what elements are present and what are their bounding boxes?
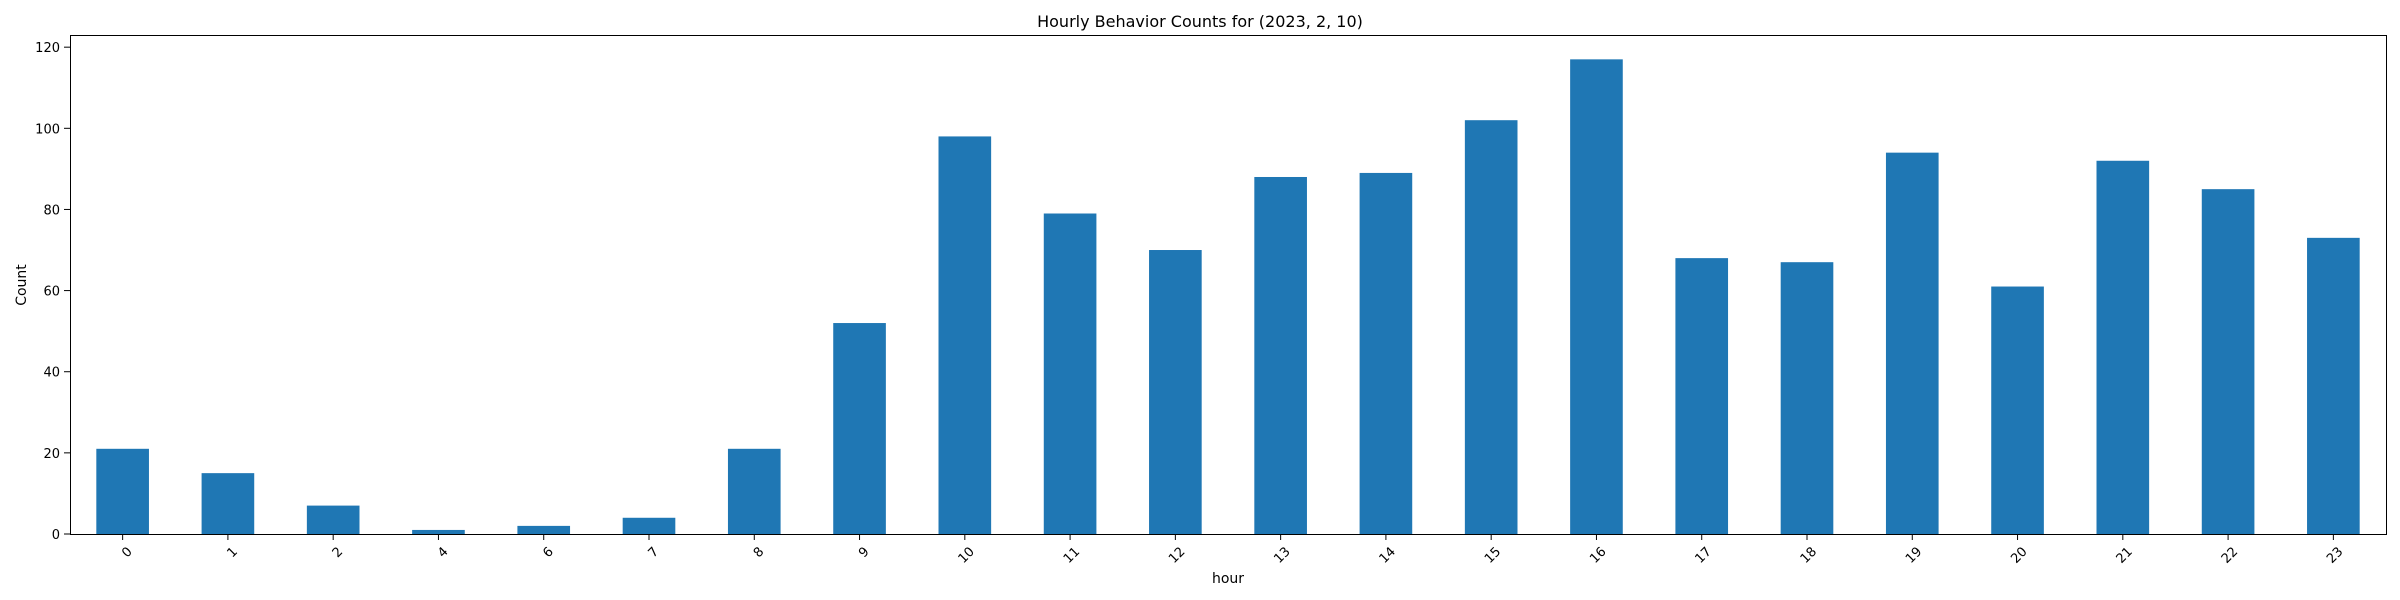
x-tick-label: 10 (956, 544, 978, 566)
bar-hour-9 (833, 323, 886, 534)
x-axis-label: hour (1212, 571, 1244, 587)
x-tick-label: 23 (2324, 544, 2346, 566)
bars-layer (96, 59, 2360, 535)
x-tick-label: 13 (1271, 544, 1293, 566)
bar-hour-11 (1043, 213, 1097, 534)
bar-hour-2 (306, 505, 360, 534)
bar-hour-18 (1780, 262, 1834, 534)
bar-hour-6 (517, 525, 571, 534)
plot-frame (70, 35, 2387, 535)
y-tick-label: 120 (35, 41, 60, 56)
x-tick-label: 20 (2008, 544, 2030, 566)
x-tick-label: 7 (646, 544, 662, 560)
bar-hour-0 (96, 448, 149, 534)
x-tick-label: 6 (540, 544, 556, 560)
bar-hour-17 (1675, 258, 1729, 534)
y-axis: 0 20 40 60 80 100 120 (35, 41, 70, 543)
y-tick-label: 60 (43, 285, 60, 300)
x-tick-label: 15 (1482, 544, 1504, 566)
bar-hour-12 (1149, 250, 1202, 534)
x-tick-label: 22 (2219, 544, 2241, 566)
y-tick-label: 40 (43, 366, 60, 381)
bar-hour-13 (1254, 176, 1307, 534)
chart-title: Hourly Behavior Counts for (2023, 2, 10) (1037, 12, 1363, 31)
bar-hour-4 (412, 529, 465, 534)
bar-hour-23 (2307, 237, 2360, 535)
y-tick-label: 0 (52, 528, 60, 543)
x-tick-label: 0 (119, 544, 135, 560)
bar-hour-21 (2096, 160, 2150, 534)
x-tick-label: 9 (856, 544, 872, 560)
bar-hour-14 (1359, 172, 1413, 535)
x-tick-label: 12 (1166, 544, 1188, 566)
x-tick-label: 21 (2114, 544, 2136, 566)
bar-hour-16 (1570, 59, 1623, 535)
x-tick-label: 2 (330, 544, 346, 560)
bar-hour-15 (1464, 120, 1518, 534)
y-tick-label: 100 (35, 122, 60, 137)
x-tick-label: 4 (435, 544, 451, 560)
y-tick-label: 20 (43, 447, 60, 462)
x-axis: 0 1 2 4 6 7 8 9 10 11 12 13 14 15 16 17 18 19 20 21 22 23 (119, 534, 2346, 567)
bar-hour-1 (201, 473, 255, 534)
x-tick-label: 19 (1903, 544, 1925, 566)
x-tick-label: 8 (751, 544, 767, 560)
bar-hour-7 (622, 517, 676, 534)
y-tick-label: 80 (43, 203, 60, 218)
bar-hour-8 (727, 448, 781, 534)
x-tick-label: 1 (224, 544, 240, 560)
x-tick-label: 18 (1798, 544, 1820, 566)
x-tick-label: 16 (1587, 544, 1609, 566)
x-tick-label: 17 (1692, 544, 1714, 566)
bar-hour-10 (938, 136, 992, 534)
bar-hour-22 (2201, 189, 2255, 534)
x-tick-label: 14 (1377, 544, 1399, 566)
x-tick-label: 11 (1061, 544, 1083, 566)
y-axis-label: Count (14, 264, 30, 306)
bar-hour-19 (1885, 152, 1939, 535)
bar-hour-20 (1991, 286, 2044, 534)
